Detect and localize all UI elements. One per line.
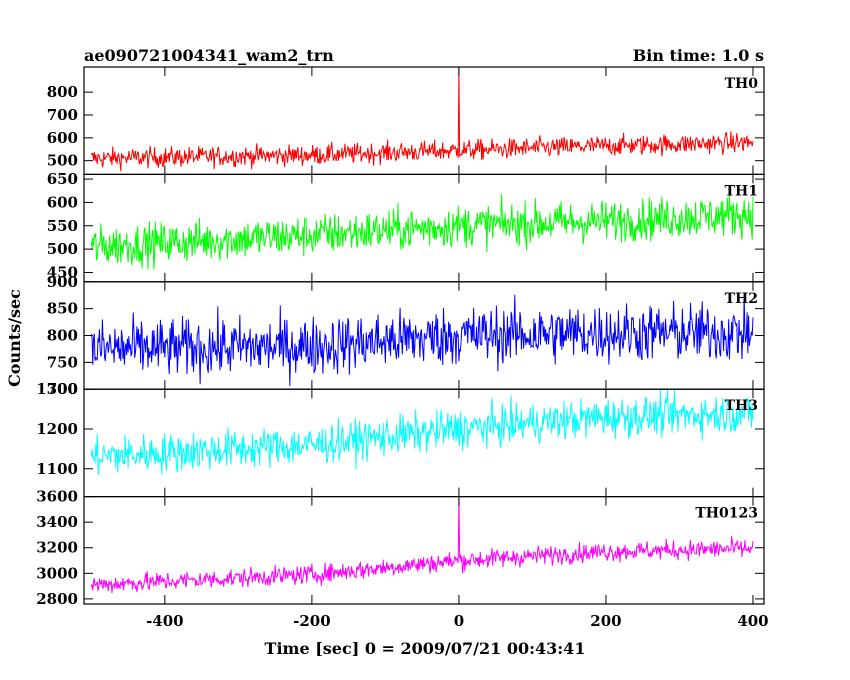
x-tick-label: 400 <box>737 612 768 630</box>
series-line-th1 <box>90 194 754 270</box>
x-tick-label: -200 <box>293 612 331 630</box>
x-tick-label: 200 <box>590 612 621 630</box>
y-tick-label: 3200 <box>36 539 78 557</box>
y-tick-label: 3400 <box>36 513 78 531</box>
series-line-th0 <box>90 67 754 172</box>
y-tick-label: 500 <box>47 152 78 170</box>
y-tick-label: 600 <box>47 193 78 211</box>
y-tick-label: 450 <box>47 263 78 281</box>
y-tick-label: 1200 <box>36 420 78 438</box>
y-tick-label: 750 <box>47 353 78 371</box>
y-tick-label: 1300 <box>36 380 78 398</box>
x-tick-label: 0 <box>454 612 464 630</box>
bin-time-label: Bin time: 1.0 s <box>633 46 764 65</box>
panel-label-th1: TH1 <box>725 183 758 199</box>
x-tick-label: -400 <box>146 612 184 630</box>
y-tick-label: 650 <box>47 170 78 188</box>
y-tick-label: 550 <box>47 217 78 235</box>
series-line-th2 <box>90 294 754 386</box>
panel-label-th0: TH0 <box>725 76 759 92</box>
series-line-th3 <box>90 389 754 476</box>
panel-label-th3: TH3 <box>725 398 758 414</box>
chart-title: ae090721004341_wam2_trn <box>84 46 334 65</box>
y-axis-label: Counts/sec <box>5 289 24 387</box>
y-tick-label: 900 <box>47 273 78 291</box>
y-tick-label: 3000 <box>36 564 78 582</box>
y-tick-label: 3600 <box>36 488 78 506</box>
panel-label-th2: TH2 <box>725 291 758 307</box>
y-tick-label: 800 <box>47 83 78 101</box>
y-tick-label: 700 <box>47 106 78 124</box>
panel-label-th0123: TH0123 <box>695 506 758 522</box>
x-axis-label: Time [sec] 0 = 2009/07/21 00:43:41 <box>265 639 586 658</box>
y-tick-label: 800 <box>47 327 78 345</box>
y-tick-label: 600 <box>47 129 78 147</box>
y-tick-label: 700 <box>47 380 78 398</box>
panels-group: 500 600 700 800 TH0 450 500 550 600 650 TH1 700 750 8… <box>36 66 769 630</box>
y-tick-label: 1100 <box>36 460 78 478</box>
y-tick-label: 2800 <box>36 590 78 608</box>
y-tick-label: 500 <box>47 240 78 258</box>
series-line-th0123 <box>90 496 754 594</box>
panel-frame-th0123 <box>83 496 765 605</box>
y-tick-label: 850 <box>47 300 78 318</box>
